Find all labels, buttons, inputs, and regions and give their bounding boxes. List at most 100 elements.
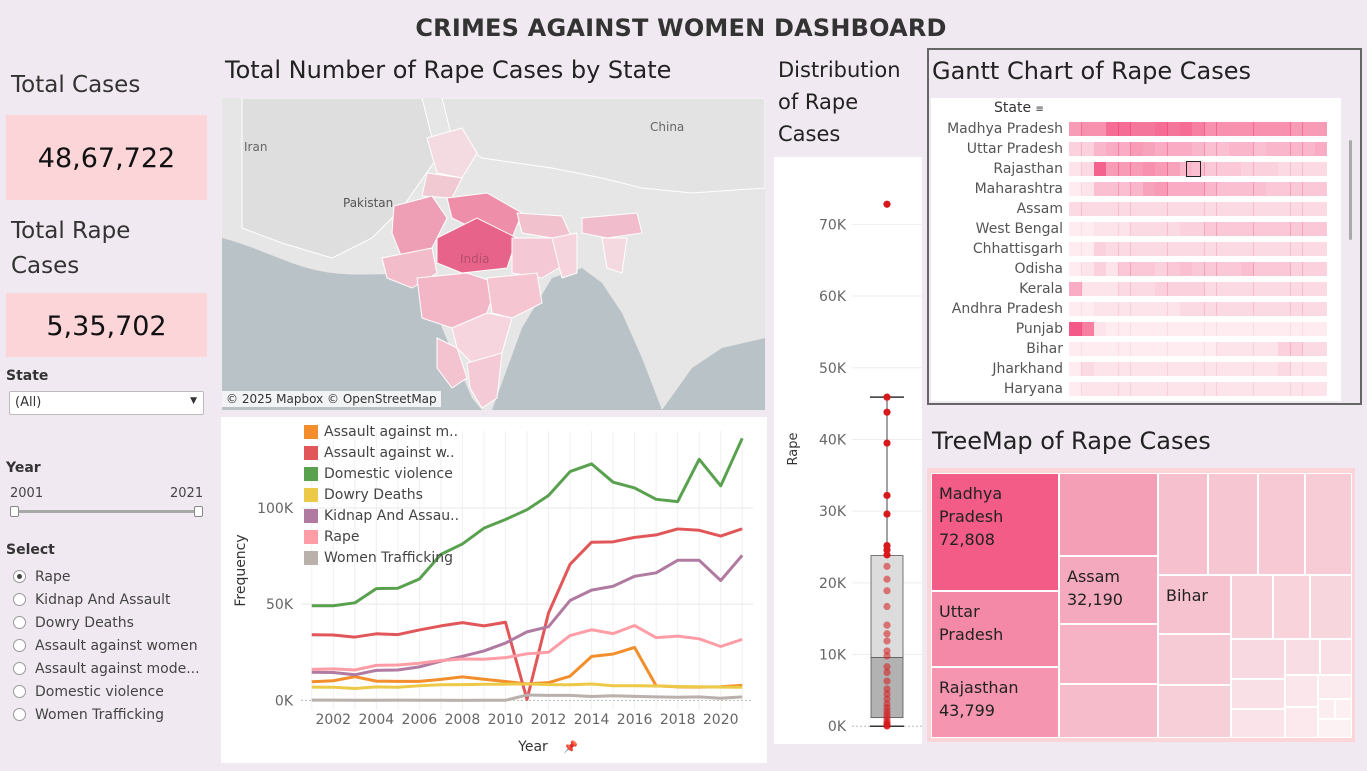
gantt-cell[interactable]: [1302, 242, 1316, 256]
gantt-row[interactable]: Maharashtra: [931, 179, 1341, 199]
gantt-cell[interactable]: [1179, 122, 1193, 136]
gantt-cell[interactable]: [1093, 342, 1107, 356]
treemap-cell[interactable]: [1273, 575, 1310, 639]
gantt-cell[interactable]: [1069, 222, 1082, 236]
gantt-cell[interactable]: [1290, 302, 1303, 316]
gantt-cell[interactable]: [1105, 222, 1119, 236]
gantt-row[interactable]: Haryana: [931, 379, 1341, 399]
gantt-cell[interactable]: [1142, 262, 1156, 276]
gantt-cell[interactable]: [1167, 182, 1181, 196]
gantt-cell[interactable]: [1241, 382, 1254, 396]
gantt-cell[interactable]: [1130, 162, 1144, 176]
gantt-cell[interactable]: [1069, 322, 1082, 336]
gantt-cell[interactable]: [1081, 282, 1095, 296]
radio-button[interactable]: [13, 616, 26, 629]
gantt-cell[interactable]: [1069, 142, 1082, 156]
gantt-cell[interactable]: [1228, 222, 1242, 236]
treemap-cell[interactable]: [1231, 575, 1273, 639]
gantt-cell[interactable]: [1302, 382, 1316, 396]
gantt-cell[interactable]: [1216, 142, 1230, 156]
radio-option[interactable]: Domestic violence: [13, 680, 213, 703]
gantt-cell[interactable]: [1142, 302, 1156, 316]
gantt-cell[interactable]: [1290, 182, 1303, 196]
radio-option[interactable]: Dowry Deaths: [13, 611, 213, 634]
treemap-cell[interactable]: [1158, 473, 1208, 575]
gantt-cell[interactable]: [1118, 222, 1131, 236]
gantt-cell[interactable]: [1105, 202, 1119, 216]
gantt-cell[interactable]: [1142, 242, 1156, 256]
gantt-cell[interactable]: [1241, 262, 1254, 276]
gantt-cell[interactable]: [1302, 342, 1316, 356]
gantt-row[interactable]: Bihar: [931, 339, 1341, 359]
gantt-cell[interactable]: [1179, 382, 1193, 396]
gantt-cell[interactable]: [1290, 142, 1303, 156]
gantt-cell[interactable]: [1265, 242, 1279, 256]
gantt-cell[interactable]: [1314, 202, 1328, 216]
gantt-cell[interactable]: [1118, 362, 1131, 376]
treemap-cell[interactable]: [1158, 685, 1231, 738]
gantt-cell[interactable]: [1265, 302, 1279, 316]
gantt-cell[interactable]: [1228, 302, 1242, 316]
gantt-cell[interactable]: [1142, 222, 1156, 236]
gantt-cell[interactable]: [1302, 282, 1316, 296]
gantt-cell[interactable]: [1155, 162, 1168, 176]
gantt-cell[interactable]: [1081, 122, 1095, 136]
gantt-cell[interactable]: [1241, 162, 1254, 176]
gantt-cell[interactable]: [1155, 342, 1168, 356]
gantt-cell[interactable]: [1314, 322, 1328, 336]
gantt-cell[interactable]: [1204, 282, 1217, 296]
gantt-cell[interactable]: [1118, 342, 1131, 356]
gantt-cell[interactable]: [1216, 202, 1230, 216]
gantt-cell[interactable]: [1191, 362, 1205, 376]
gantt-cell[interactable]: [1130, 202, 1144, 216]
radio-option[interactable]: Assault against women: [13, 634, 213, 657]
gantt-cell[interactable]: [1290, 342, 1303, 356]
gantt-cell[interactable]: [1191, 142, 1205, 156]
gantt-row[interactable]: Jharkhand: [931, 359, 1341, 379]
gantt-cell[interactable]: [1081, 222, 1095, 236]
gantt-cell[interactable]: [1155, 382, 1168, 396]
gantt-cell[interactable]: [1093, 222, 1107, 236]
treemap-cell[interactable]: [1059, 624, 1158, 684]
gantt-cell[interactable]: [1081, 162, 1095, 176]
gantt-cell[interactable]: [1277, 142, 1291, 156]
radio-button[interactable]: [13, 685, 26, 698]
gantt-cell[interactable]: [1302, 322, 1316, 336]
gantt-cell[interactable]: [1105, 262, 1119, 276]
treemap-cell[interactable]: [1318, 675, 1352, 699]
gantt-cell[interactable]: [1167, 382, 1181, 396]
gantt-cell[interactable]: [1302, 262, 1316, 276]
gantt-cell[interactable]: [1118, 382, 1131, 396]
gantt-cell[interactable]: [1081, 302, 1095, 316]
gantt-cell[interactable]: [1155, 222, 1168, 236]
treemap-cell[interactable]: [1320, 639, 1352, 675]
gantt-cell[interactable]: [1228, 382, 1242, 396]
gantt-cell[interactable]: [1241, 142, 1254, 156]
gantt-cell[interactable]: [1216, 122, 1230, 136]
gantt-cell[interactable]: [1241, 282, 1254, 296]
gantt-cell[interactable]: [1118, 182, 1131, 196]
gantt-cell[interactable]: [1314, 142, 1328, 156]
gantt-cell[interactable]: [1093, 162, 1107, 176]
gantt-cell[interactable]: [1290, 242, 1303, 256]
gantt-cell[interactable]: [1204, 162, 1217, 176]
gantt-cell[interactable]: [1069, 262, 1082, 276]
gantt-cell[interactable]: [1142, 202, 1156, 216]
gantt-cell[interactable]: [1204, 182, 1217, 196]
gantt-cell[interactable]: [1130, 322, 1144, 336]
gantt-cell[interactable]: [1314, 362, 1328, 376]
gantt-cell[interactable]: [1314, 342, 1328, 356]
treemap-cell[interactable]: [1208, 473, 1258, 575]
treemap-cell[interactable]: [1059, 684, 1158, 738]
gantt-cell[interactable]: [1302, 142, 1316, 156]
gantt-cell[interactable]: [1130, 302, 1144, 316]
treemap-cell[interactable]: [1285, 639, 1320, 675]
gantt-cell[interactable]: [1241, 222, 1254, 236]
gantt-cell[interactable]: [1105, 182, 1119, 196]
gantt-cell[interactable]: [1105, 342, 1119, 356]
gantt-cell[interactable]: [1179, 182, 1193, 196]
gantt-cell[interactable]: [1265, 322, 1279, 336]
gantt-cell[interactable]: [1105, 142, 1119, 156]
treemap-cell[interactable]: [1318, 719, 1352, 738]
gantt-cell[interactable]: [1216, 182, 1230, 196]
